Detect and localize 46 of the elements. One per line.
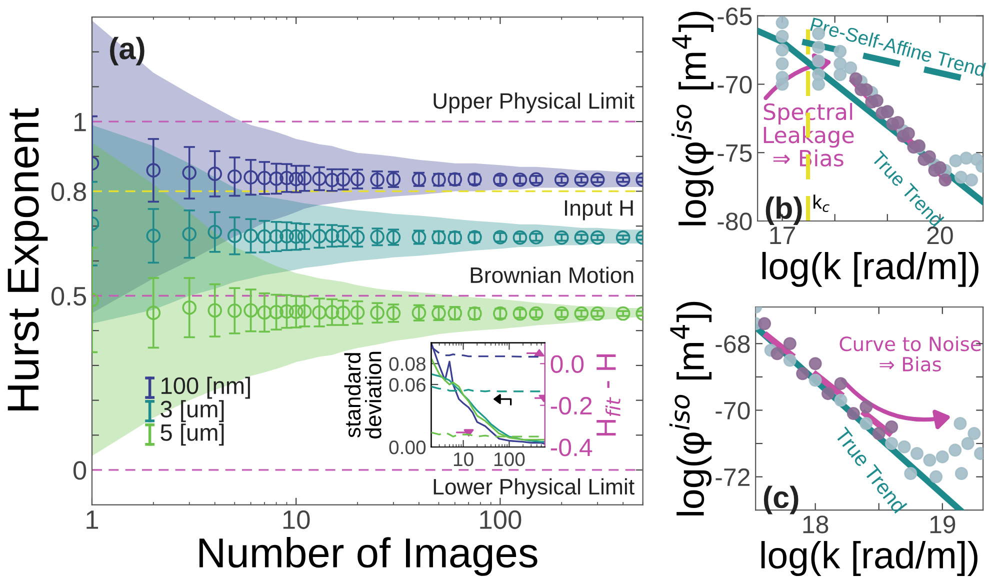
ref-line-label: Upper Physical Limit [434, 92, 634, 114]
ref-line-label: k$_{c}$ [814, 194, 830, 212]
y-tick-label: 1 [74, 112, 86, 132]
y2-tick-label: -0.4 [550, 438, 592, 456]
y-axis-title: Hurst Exponent [8, 108, 48, 410]
y-tick-label: -80 [718, 212, 752, 230]
x-tick-label: 100 [480, 510, 522, 530]
y-tick-label: 0.08 [389, 357, 426, 371]
legend-label: 100 [nm] [162, 376, 250, 399]
y-tick-label: 0.00 [389, 440, 426, 454]
y-axis-title: log(φ$^{iso}$ [m$^{4}$]) [669, 302, 712, 516]
x-tick-label: 19 [930, 516, 956, 534]
ref-line-label: Input H [564, 200, 633, 220]
x-axis-title: log(k [rad/m]) [762, 252, 978, 287]
y-tick-label: 0.5 [51, 286, 86, 306]
y-tick-label: 0 [73, 461, 86, 480]
y2-axis-title: H$_{fit}$ - H [596, 354, 620, 436]
y-tick-label: -68 [716, 335, 750, 353]
annotation: (b) [766, 196, 802, 225]
y-tick-label: 0.8 [51, 182, 86, 202]
y-tick-label: 0.06 [389, 378, 426, 392]
x-axis-title: Number of Images [199, 537, 538, 576]
y2-tick-label: -0.2 [550, 396, 592, 415]
annotation: Curve to Noise ⇒ Bias [840, 336, 981, 372]
x-tick-label: 17 [770, 226, 795, 244]
y-tick-label: -72 [716, 468, 750, 486]
x-tick-label: 10 [283, 510, 310, 530]
x-tick-label: 10 [454, 452, 474, 466]
legend-label: 3 [um] [160, 400, 224, 422]
y-axis-title: standard deviation [344, 352, 382, 438]
y-axis-title: log(φ$^{iso}$ [m$^{4}$]) [671, 12, 714, 226]
y-tick-label: -75 [718, 144, 752, 162]
ref-line-label: Brownian Motion [470, 266, 634, 284]
x-tick-label: 100 [494, 452, 525, 466]
x-tick-label: 20 [927, 226, 953, 244]
y-tick-label: -70 [716, 402, 750, 420]
x-tick-label: 18 [803, 516, 828, 534]
x-axis-title: log(k [rad/m]) [761, 541, 978, 576]
x-tick-label: 1 [86, 510, 98, 529]
y2-tick-label: 0.0 [550, 355, 584, 373]
legend-label: 5 [um] [160, 424, 224, 446]
y-tick-label: -65 [718, 7, 752, 26]
annotation: (c) [764, 486, 798, 514]
y-tick-label: -70 [718, 76, 752, 94]
ref-line-label: Lower Physical Limit [434, 478, 634, 500]
annotation: (a) [110, 36, 144, 66]
